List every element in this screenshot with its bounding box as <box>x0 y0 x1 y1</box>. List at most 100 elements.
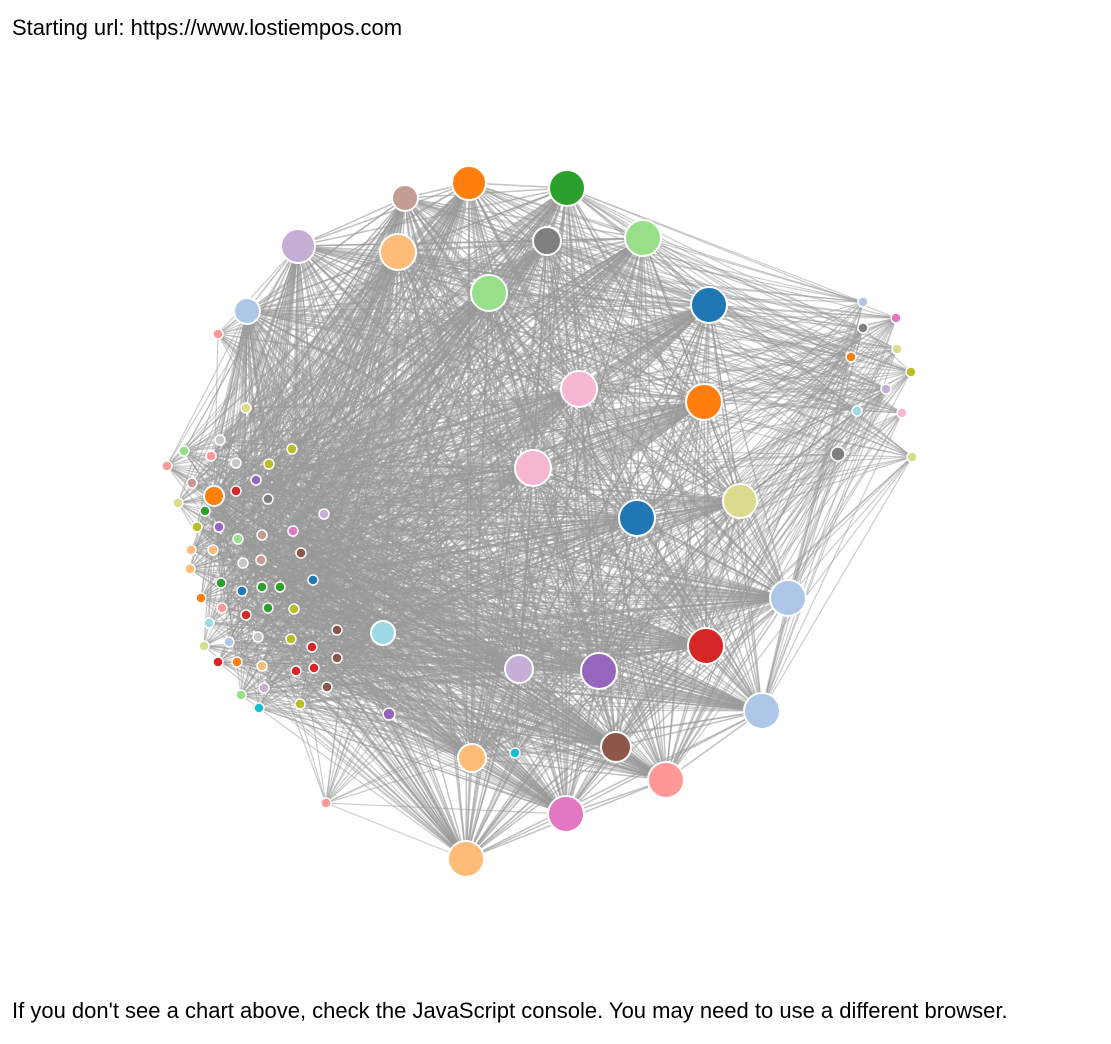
graph-node[interactable] <box>722 483 758 519</box>
graph-node[interactable] <box>308 662 320 674</box>
graph-node[interactable] <box>207 544 219 556</box>
graph-node[interactable] <box>203 485 225 507</box>
graph-node[interactable] <box>216 602 228 614</box>
graph-node[interactable] <box>235 689 247 701</box>
graph-node[interactable] <box>905 366 917 378</box>
graph-node[interactable] <box>890 312 902 324</box>
graph-node[interactable] <box>213 521 225 533</box>
graph-node[interactable] <box>255 554 267 566</box>
graph-node[interactable] <box>212 656 224 668</box>
graph-node[interactable] <box>286 443 298 455</box>
network-graph[interactable] <box>0 60 1111 960</box>
graph-node[interactable] <box>451 165 487 201</box>
graph-node[interactable] <box>231 656 243 668</box>
graph-node[interactable] <box>685 383 723 421</box>
graph-node[interactable] <box>233 297 261 325</box>
graph-node[interactable] <box>600 731 632 763</box>
graph-node[interactable] <box>743 692 781 730</box>
graph-node[interactable] <box>857 322 869 334</box>
graph-node[interactable] <box>230 485 242 497</box>
graph-node[interactable] <box>184 563 196 575</box>
graph-node[interactable] <box>287 525 299 537</box>
graph-node[interactable] <box>624 219 662 257</box>
graph-node[interactable] <box>504 654 534 684</box>
graph-node[interactable] <box>237 557 249 569</box>
graph-node[interactable] <box>906 451 918 463</box>
graph-node[interactable] <box>391 184 419 212</box>
graph-node[interactable] <box>447 840 485 878</box>
graph-edge <box>325 401 705 804</box>
graph-node[interactable] <box>199 505 211 517</box>
graph-node[interactable] <box>198 640 210 652</box>
graph-node[interactable] <box>318 508 330 520</box>
graph-node[interactable] <box>212 328 224 340</box>
graph-node[interactable] <box>547 795 585 833</box>
graph-node[interactable] <box>880 383 892 395</box>
graph-node[interactable] <box>240 609 252 621</box>
graph-node[interactable] <box>274 581 286 593</box>
graph-node[interactable] <box>223 636 235 648</box>
graph-node[interactable] <box>185 544 197 556</box>
graph-node[interactable] <box>457 743 487 773</box>
graph-node[interactable] <box>891 343 903 355</box>
graph-node[interactable] <box>618 499 656 537</box>
graph-node[interactable] <box>288 603 300 615</box>
graph-node[interactable] <box>178 445 190 457</box>
graph-node[interactable] <box>250 474 262 486</box>
graph-node[interactable] <box>161 460 173 472</box>
graph-node[interactable] <box>307 574 319 586</box>
graph-node[interactable] <box>379 233 417 271</box>
graph-node[interactable] <box>290 665 302 677</box>
graph-node[interactable] <box>548 169 586 207</box>
graph-node[interactable] <box>294 698 306 710</box>
graph-node[interactable] <box>280 228 316 264</box>
graph-node[interactable] <box>647 761 685 799</box>
graph-node[interactable] <box>295 547 307 559</box>
graph-node[interactable] <box>205 450 217 462</box>
graph-node[interactable] <box>263 458 275 470</box>
graph-node[interactable] <box>214 434 226 446</box>
graph-node[interactable] <box>172 497 184 509</box>
graph-node[interactable] <box>230 457 242 469</box>
graph-node[interactable] <box>186 477 198 489</box>
graph-node[interactable] <box>285 633 297 645</box>
graph-node[interactable] <box>252 631 264 643</box>
graph-node[interactable] <box>256 529 268 541</box>
graph-node[interactable] <box>195 592 207 604</box>
graph-node[interactable] <box>370 620 396 646</box>
graph-node[interactable] <box>306 641 318 653</box>
graph-node[interactable] <box>320 797 332 809</box>
graph-node[interactable] <box>236 585 248 597</box>
graph-node[interactable] <box>560 370 598 408</box>
graph-node[interactable] <box>382 707 396 721</box>
graph-node[interactable] <box>253 702 265 714</box>
graph-node[interactable] <box>240 402 252 414</box>
graph-node[interactable] <box>262 493 274 505</box>
graph-node[interactable] <box>256 660 268 672</box>
graph-node[interactable] <box>857 296 869 308</box>
graph-node[interactable] <box>203 617 215 629</box>
graph-node[interactable] <box>509 747 521 759</box>
graph-node[interactable] <box>262 602 274 614</box>
graph-node[interactable] <box>687 627 725 665</box>
graph-node[interactable] <box>256 581 268 593</box>
graph-node[interactable] <box>258 682 270 694</box>
graph-node[interactable] <box>321 681 333 693</box>
graph-node[interactable] <box>830 446 846 462</box>
graph-node[interactable] <box>532 226 562 256</box>
graph-nodes[interactable] <box>161 165 918 878</box>
graph-node[interactable] <box>514 449 552 487</box>
graph-node[interactable] <box>769 579 807 617</box>
graph-node[interactable] <box>470 274 508 312</box>
graph-node[interactable] <box>191 521 203 533</box>
graph-node[interactable] <box>845 351 857 363</box>
graph-node[interactable] <box>690 286 728 324</box>
graph-node[interactable] <box>215 577 227 589</box>
graph-node[interactable] <box>331 652 343 664</box>
graph-node[interactable] <box>331 624 343 636</box>
graph-node[interactable] <box>232 533 244 545</box>
graph-node[interactable] <box>896 407 908 419</box>
graph-node[interactable] <box>851 405 863 417</box>
network-graph-svg[interactable] <box>0 60 1111 960</box>
graph-node[interactable] <box>580 652 618 690</box>
